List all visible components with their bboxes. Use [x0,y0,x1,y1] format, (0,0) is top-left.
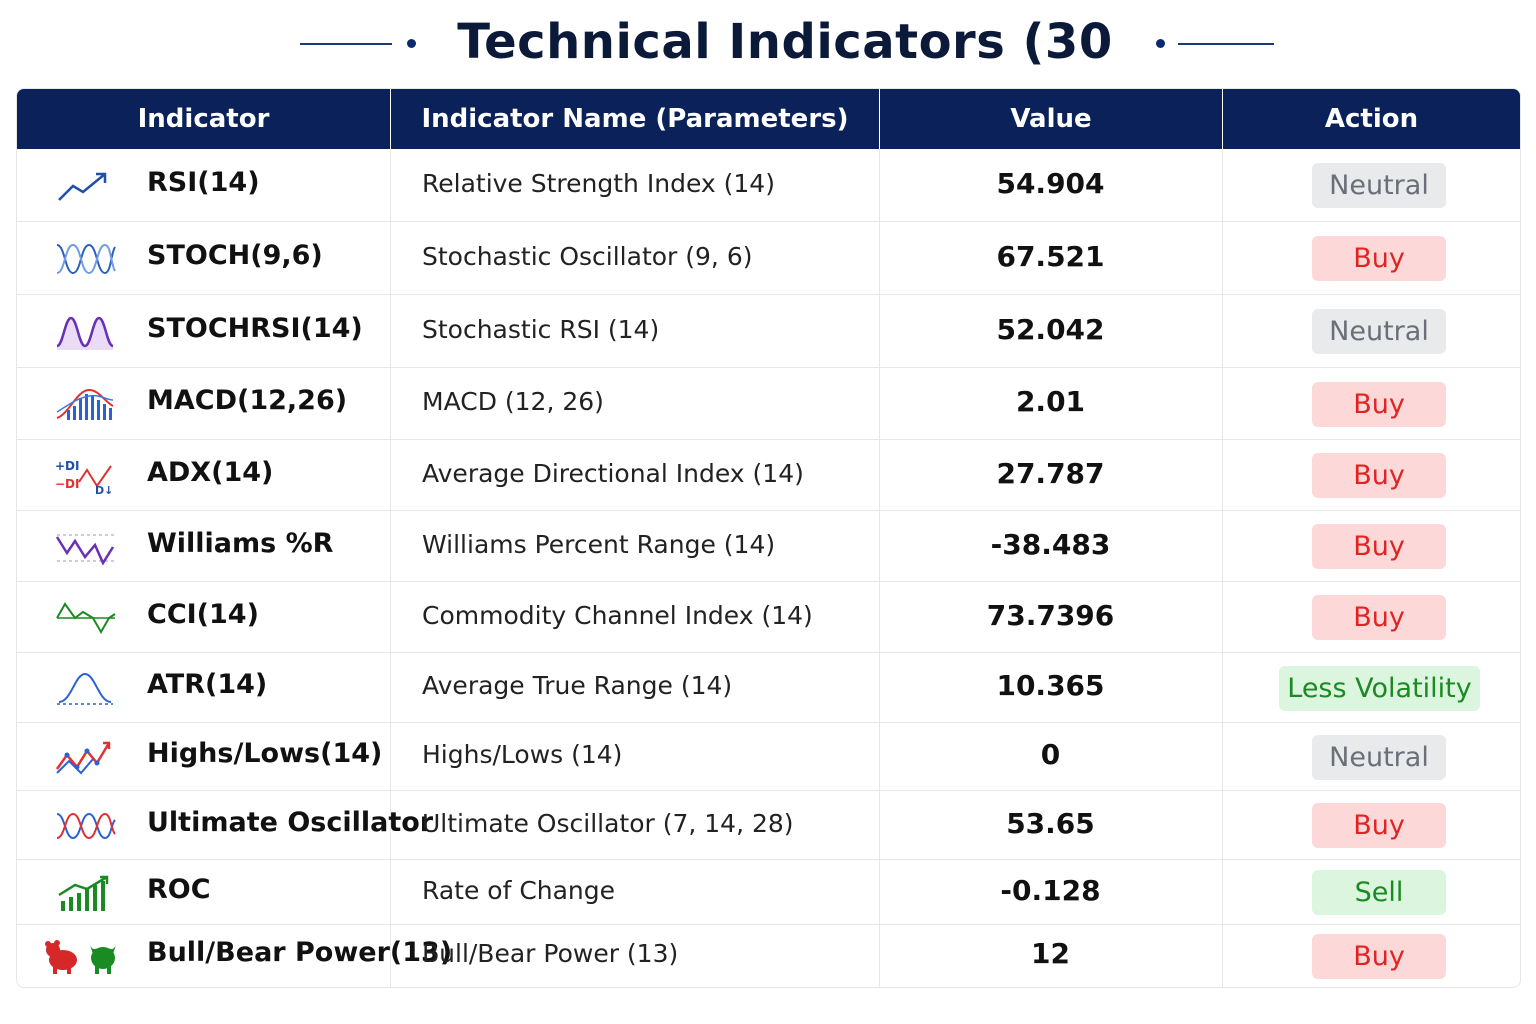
title-bar: Technical Indicators (30 Min) [0,0,1536,142]
indicator-value: -38.483 [990,527,1111,561]
indicator-name: Stochastic Oscillator (9, 6) [422,241,753,271]
bull-bear-icon [43,936,123,976]
rsi-trend-arrow-icon [53,166,117,206]
column-header-value[interactable]: Value [879,89,1222,149]
column-divider [879,149,880,987]
action-badge-less-volatility: Less Volatility [1279,665,1480,711]
indicator-code: Highs/Lows(14) [147,738,383,769]
indicator-code: CCI(14) [147,598,259,630]
williams-range-icon [53,527,117,567]
atr-bell-curve-icon [53,668,117,708]
roc-bars-arrow-icon [53,873,117,913]
indicator-value: 12 [1031,937,1070,970]
title-decor-line-left [300,43,392,45]
indicator-name: Ultimate Oscillator (7, 14, 28) [422,808,794,838]
indicator-name: Bull/Bear Power (13) [422,939,679,968]
indicator-name: Average True Range (14) [422,671,733,700]
table-row-roc[interactable]: ROC Rate of Change -0.128 Sell [17,860,1520,925]
table-row-bull-bear-power-13[interactable]: Bull/Bear Power(13) Bull/Bear Power (13) 1… [17,925,1520,987]
indicator-value: 2.01 [1015,385,1086,418]
adx-di-cross-icon: +DI −DI D↓ [53,456,117,497]
indicator-value: 10.365 [996,669,1105,702]
table-row-highs-lows-14[interactable]: Highs/Lows(14) Highs/Lows (14) 0 Neutral [17,723,1520,791]
table-row-cci-14[interactable]: CCI(14) Commodity Channel Index (14) 73.73… [17,582,1520,653]
title-decor-line-right [1178,43,1274,45]
table-row-stochrsi-14[interactable]: STOCHRSI(14) Stochastic RSI (14) 52.042 Neu… [17,295,1520,368]
action-badge-sell: Sell [1312,870,1446,915]
title-decor-dot-left [407,39,416,48]
column-header-action[interactable]: Action [1222,89,1520,149]
table-row-stoch-9-6[interactable]: STOCH(9,6) Stochastic Oscillator (9, 6) 67… [17,222,1520,295]
table-row-rsi-14[interactable]: RSI(14) Relative Strength Index (14) 54.90… [17,149,1520,222]
indicator-value: 54.904 [996,166,1105,200]
macd-histogram-icon [53,384,117,424]
table-row-ultimate-oscillator[interactable]: Ultimate Oscillator Ultimate Oscillator (… [17,791,1520,860]
action-badge-buy: Buy [1312,595,1446,640]
indicator-value: 0 [1040,738,1061,771]
indicator-code: ATR(14) [147,669,268,700]
indicator-code: Ultimate Oscillator [147,806,434,838]
indicator-code: ROC [147,873,211,905]
page-title: Technical Indicators (30 Min) [457,14,1113,142]
title-decor-dot-right [1156,39,1165,48]
svg-text:−DI: −DI [55,477,79,491]
table-header: Indicator Indicator Name (Parameters) Va… [17,89,1520,149]
cci-wave-icon [53,598,117,638]
indicator-value: 67.521 [996,239,1105,273]
indicator-name: Commodity Channel Index (14) [422,600,813,630]
indicator-value: 52.042 [996,312,1105,346]
indicator-code: Williams %R [147,527,334,559]
indicator-code: RSI(14) [147,166,260,198]
indicator-name: Average Directional Index (14) [422,458,804,488]
stochastic-waves-icon [53,239,117,279]
stochrsi-waves-icon [53,312,117,352]
action-badge-buy: Buy [1312,803,1446,848]
indicator-code: STOCH(9,6) [147,239,323,271]
indicator-value: 27.787 [996,456,1105,490]
svg-text:+DI: +DI [55,459,79,473]
indicator-name: Stochastic RSI (14) [422,314,660,344]
indicator-code: STOCHRSI(14) [147,312,363,344]
svg-text:D↓: D↓ [95,484,113,496]
table-row-williams-r[interactable]: Williams %R Williams Percent Range (14) -3… [17,511,1520,582]
table-row-macd-12-26[interactable]: MACD(12,26) MACD (12, 26) 2.01 Buy [17,368,1520,440]
action-badge-buy: Buy [1312,524,1446,569]
table-row-atr-14[interactable]: ATR(14) Average True Range (14) 10.365 Less… [17,653,1520,723]
action-badge-buy: Buy [1312,236,1446,281]
action-badge-neutral: Neutral [1312,734,1446,780]
indicator-value: 73.7396 [986,598,1115,632]
indicator-value: -0.128 [1000,873,1101,907]
action-badge-buy: Buy [1312,453,1446,498]
indicator-value: 53.65 [1006,806,1095,840]
indicator-code: ADX(14) [147,456,274,488]
column-divider [390,149,391,987]
column-divider [1222,149,1223,987]
indicator-code: MACD(12,26) [147,385,348,416]
column-header-indicator[interactable]: Indicator [137,104,270,134]
indicator-name: MACD (12, 26) [422,387,604,416]
ultimate-oscillator-waves-icon [53,806,117,846]
indicator-name: Williams Percent Range (14) [422,529,776,559]
action-badge-buy: Buy [1312,381,1446,427]
highs-lows-zigzag-icon [53,737,117,777]
action-badge-buy: Buy [1312,933,1446,979]
indicator-name: Rate of Change [422,875,616,905]
column-header-indicator-name[interactable]: Indicator Name (Parameters) [390,89,879,149]
indicator-name: Relative Strength Index (14) [422,168,775,198]
table-row-adx-14[interactable]: +DI −DI D↓ ADX(14) Average Directional Index… [17,440,1520,511]
indicator-code: Bull/Bear Power(13) [147,937,453,968]
indicators-table: Indicator Indicator Name (Parameters) Va… [16,88,1521,988]
indicator-name: Highs/Lows (14) [422,740,623,769]
action-badge-neutral: Neutral [1312,163,1446,208]
action-badge-neutral: Neutral [1312,309,1446,354]
